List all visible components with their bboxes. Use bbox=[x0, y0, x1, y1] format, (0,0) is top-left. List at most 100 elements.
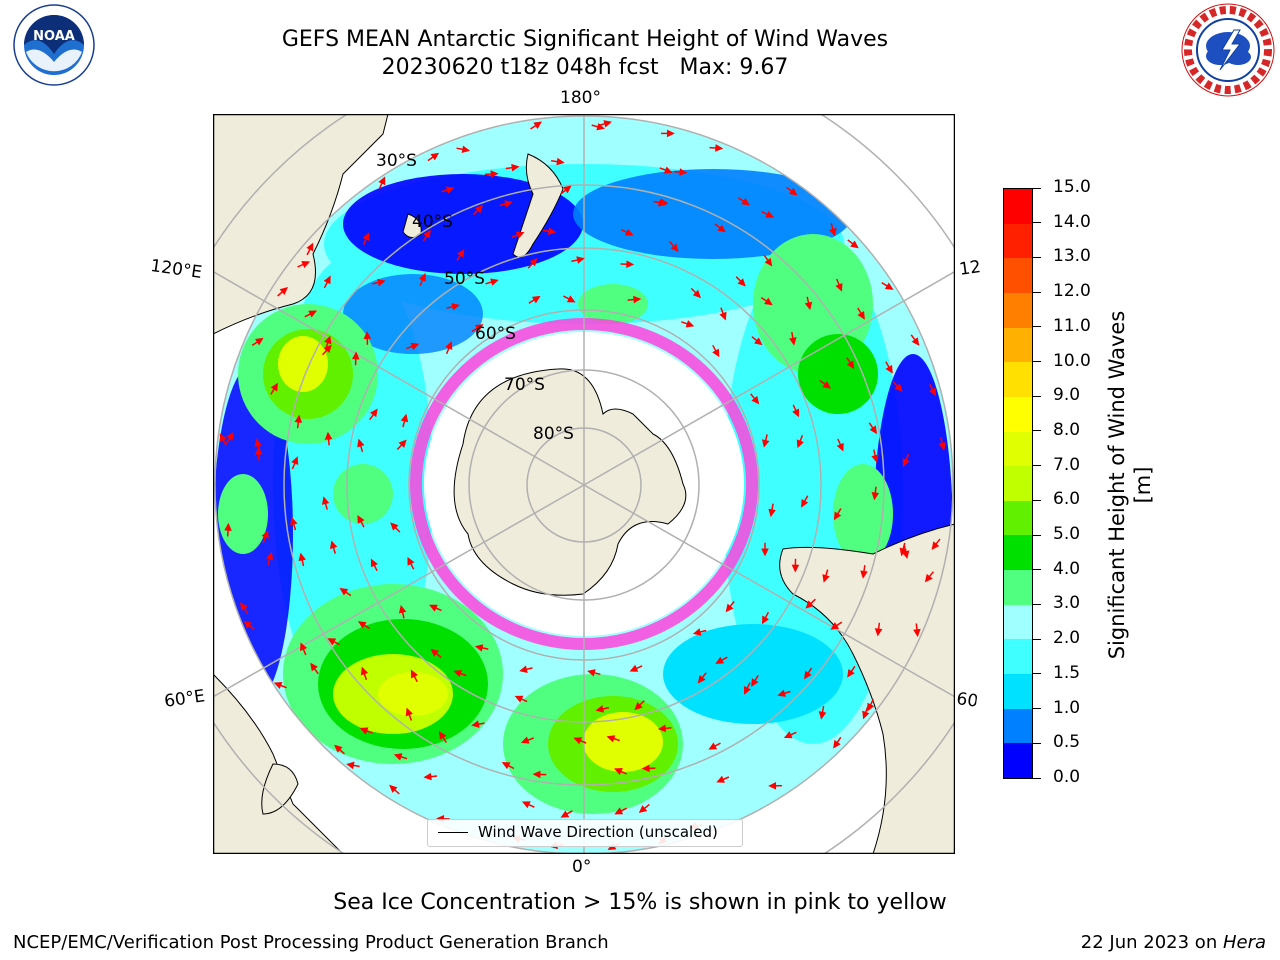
wind-vector-head bbox=[692, 289, 702, 299]
wind-vector-head bbox=[818, 711, 827, 720]
wind-vector-head bbox=[240, 602, 248, 612]
colorbar-segment bbox=[1004, 327, 1032, 363]
wind-vector-head bbox=[871, 491, 880, 501]
wind-vector-head bbox=[490, 278, 499, 286]
wind-vector-head bbox=[390, 522, 399, 531]
map-frame bbox=[212, 113, 956, 855]
wind-vector-head bbox=[298, 552, 306, 562]
lat-label-50s: 50°S bbox=[444, 269, 485, 289]
wind-vector-head bbox=[666, 129, 675, 138]
wind-vector-head bbox=[751, 678, 759, 687]
wind-vector-head bbox=[357, 514, 365, 524]
lon-label-180: 180° bbox=[560, 88, 601, 108]
wind-vector-head bbox=[796, 439, 804, 449]
wind-vector-head bbox=[471, 720, 480, 728]
colorbar-tick-mark bbox=[1033, 187, 1041, 189]
wind-vector-head bbox=[532, 770, 541, 779]
legend-line-icon bbox=[438, 832, 468, 833]
wind-vector-head bbox=[788, 187, 798, 196]
wind-vector-head bbox=[389, 784, 398, 793]
lat-label-30s: 30°S bbox=[376, 151, 417, 171]
wind-vector-head bbox=[474, 644, 484, 652]
wind-vector-head bbox=[862, 710, 870, 720]
lat-label-70s: 70°S bbox=[504, 375, 545, 395]
colorbar-tick-label: 14.0 bbox=[1053, 211, 1091, 232]
colorbar-tick-label: 4.0 bbox=[1053, 558, 1081, 579]
wind-vector-head bbox=[362, 232, 370, 241]
colorbar-tick-mark bbox=[1033, 430, 1041, 432]
wind-vector-head bbox=[520, 736, 530, 744]
wind-vector-head bbox=[874, 628, 883, 637]
wind-vector-head bbox=[768, 508, 776, 518]
wind-vector-head bbox=[924, 573, 933, 583]
colorbar-tick-label: 5.0 bbox=[1053, 524, 1081, 545]
wind-vector-head bbox=[521, 801, 531, 809]
wind-vector-head bbox=[869, 425, 878, 435]
wind-vector-head bbox=[456, 249, 465, 258]
colorbar-segment bbox=[1004, 742, 1032, 778]
wind-vector-head bbox=[737, 278, 746, 287]
wind-vector-head bbox=[405, 707, 413, 717]
wind-vector-head bbox=[829, 227, 837, 237]
wind-vector-head bbox=[393, 753, 403, 761]
colorbar-tick-mark bbox=[1033, 222, 1041, 224]
wind-vector-head bbox=[334, 744, 343, 753]
colorbar bbox=[1003, 188, 1033, 779]
wind-vector-head bbox=[357, 438, 365, 448]
wind-vector-head bbox=[504, 200, 513, 208]
wind-vector-head bbox=[563, 185, 572, 194]
wind-vector-head bbox=[801, 498, 809, 508]
wind-vector-head bbox=[310, 662, 318, 672]
tasmania-land bbox=[402, 213, 422, 238]
wind-vector-head bbox=[566, 295, 576, 303]
colorbar-tick-label: 10.0 bbox=[1053, 350, 1091, 371]
wind-vector-head bbox=[351, 351, 360, 360]
wind-vector-head bbox=[490, 170, 499, 178]
colorbar-tick-label: 0.5 bbox=[1053, 732, 1081, 753]
lon-label-60w: 60°W bbox=[955, 689, 978, 712]
wind-vector-head bbox=[657, 724, 667, 733]
wind-vector-head bbox=[860, 570, 868, 579]
wind-vector-head bbox=[377, 278, 386, 287]
map-legend: Wind Wave Direction (unscaled) bbox=[427, 819, 743, 847]
colorbar-segment bbox=[1004, 708, 1032, 744]
wind-vector-head bbox=[294, 414, 303, 423]
wind-vector-head bbox=[783, 731, 793, 739]
wind-vector-head bbox=[761, 548, 769, 557]
colorbar-tick-mark bbox=[1033, 499, 1041, 501]
wind-vector-head bbox=[308, 310, 318, 318]
wind-vector-head bbox=[290, 516, 298, 526]
wind-vector-head bbox=[329, 540, 338, 550]
wind-vector-head bbox=[885, 364, 893, 374]
wind-vector-head bbox=[357, 621, 367, 629]
wind-vector-head bbox=[359, 727, 369, 735]
wind-vector-head bbox=[438, 731, 447, 740]
colorbar-segment bbox=[1004, 465, 1032, 501]
colorbar-segment bbox=[1004, 638, 1032, 675]
colorbar-tick-mark bbox=[1033, 534, 1041, 536]
wind-vector-head bbox=[822, 380, 831, 389]
wind-vector-head bbox=[606, 735, 616, 743]
wind-vector-head bbox=[519, 665, 528, 673]
colorbar-segment bbox=[1004, 673, 1032, 709]
colorbar-label: Significant Height of Wind Waves [m] bbox=[1105, 310, 1155, 660]
colorbar-tick-mark bbox=[1033, 603, 1041, 605]
wind-vector-head bbox=[547, 227, 557, 235]
colorbar-segment bbox=[1004, 569, 1032, 605]
wind-vector-head bbox=[273, 681, 283, 689]
wind-vector-head bbox=[474, 324, 484, 332]
wind-vector-head bbox=[764, 257, 773, 267]
wind-vector-head bbox=[789, 337, 797, 346]
wind-vector-head bbox=[254, 438, 262, 448]
wind-vector-head bbox=[871, 454, 879, 463]
colorbar-segment bbox=[1004, 361, 1032, 397]
wind-vector-head bbox=[670, 243, 679, 253]
wind-vector-head bbox=[400, 413, 409, 423]
colorbar-tick-label: 15.0 bbox=[1053, 177, 1091, 197]
wind-vector-head bbox=[324, 335, 332, 345]
wind-vector-head bbox=[754, 337, 763, 346]
wind-vector-head bbox=[708, 742, 718, 750]
wind-vector-head bbox=[407, 556, 415, 566]
wind-vector-head bbox=[573, 737, 583, 745]
wind-vector-head bbox=[255, 337, 264, 346]
